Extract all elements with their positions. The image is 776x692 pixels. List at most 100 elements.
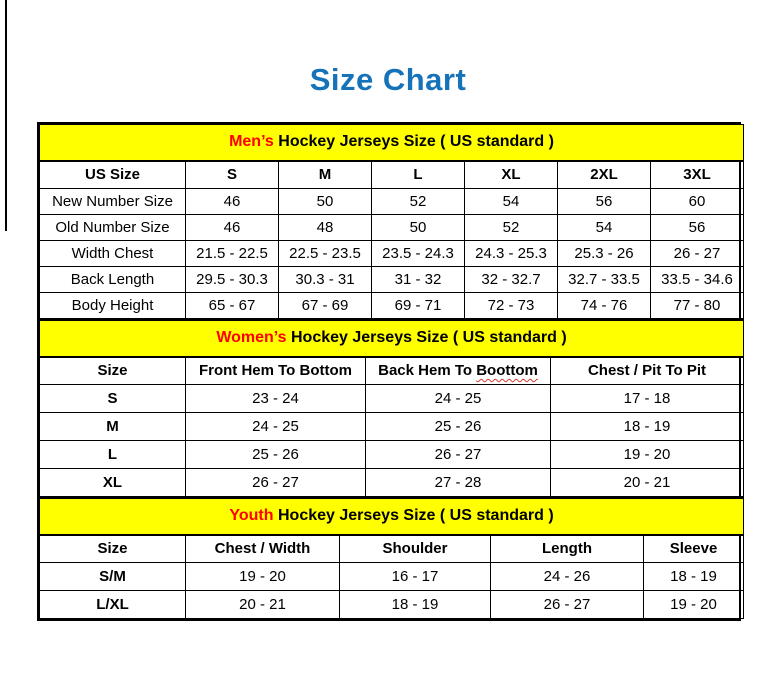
column-header: S <box>185 160 279 189</box>
womens-banner-row: Women’s Hockey Jerseys Size ( US standar… <box>39 319 744 358</box>
mens-banner-text: Hockey Jerseys Size ( US standard ) <box>278 133 554 151</box>
table-cell: 26 - 27 <box>365 440 551 469</box>
table-cell: 77 - 80 <box>649 292 745 319</box>
table-cell: 18 - 19 <box>550 412 744 441</box>
row-label: XL <box>39 468 186 497</box>
womens-header-row: Size Front Hem To Bottom Back Hem To Boo… <box>39 356 744 385</box>
table-row: L 25 - 26 26 - 27 19 - 20 <box>39 440 744 469</box>
table-cell: 25 - 26 <box>185 440 366 469</box>
youth-banner-highlight: Youth <box>229 507 274 525</box>
column-header: Back Hem To Boottom <box>365 356 551 385</box>
womens-size-table: Women’s Hockey Jerseys Size ( US standar… <box>39 319 744 497</box>
table-cell: 52 <box>371 188 465 215</box>
youth-header-row: Size Chest / Width Shoulder Length Sleev… <box>39 534 745 563</box>
column-header-text: Back Hem To <box>378 362 473 380</box>
column-header: Size <box>39 534 186 563</box>
left-crop-artifact-line <box>5 0 7 231</box>
table-cell: 24 - 26 <box>490 562 644 591</box>
mens-size-table: Men’s Hockey Jerseys Size ( US standard … <box>38 124 745 319</box>
table-row: M 24 - 25 25 - 26 18 - 19 <box>39 412 744 441</box>
table-cell: 31 - 32 <box>371 266 465 293</box>
table-row: Width Chest 21.5 - 22.5 22.5 - 23.5 23.5… <box>39 240 745 267</box>
table-cell: 65 - 67 <box>185 292 279 319</box>
womens-banner-text: Hockey Jerseys Size ( US standard ) <box>291 329 567 347</box>
table-cell: 50 <box>371 214 465 241</box>
table-cell: 26 - 27 <box>185 468 366 497</box>
row-label: S <box>39 384 186 413</box>
table-cell: 24 - 25 <box>185 412 366 441</box>
table-cell: 52 <box>464 214 558 241</box>
mens-banner: Men’s Hockey Jerseys Size ( US standard … <box>38 124 745 162</box>
table-cell: 19 - 20 <box>185 562 340 591</box>
mens-banner-row: Men’s Hockey Jerseys Size ( US standard … <box>38 124 745 162</box>
column-header: 2XL <box>557 160 651 189</box>
table-cell: 20 - 21 <box>550 468 744 497</box>
column-header: M <box>278 160 372 189</box>
table-cell: 46 <box>185 214 279 241</box>
table-cell: 32.7 - 33.5 <box>557 266 651 293</box>
row-label: L <box>39 440 186 469</box>
column-header: Front Hem To Bottom <box>185 356 366 385</box>
column-header: US Size <box>39 160 186 189</box>
table-cell: 69 - 71 <box>371 292 465 319</box>
table-cell: 19 - 20 <box>550 440 744 469</box>
table-row: S/M 19 - 20 16 - 17 24 - 26 18 - 19 <box>39 562 745 591</box>
row-label: M <box>39 412 186 441</box>
table-cell: 18 - 19 <box>642 562 745 591</box>
table-cell: 27 - 28 <box>365 468 551 497</box>
table-cell: 18 - 19 <box>339 590 491 619</box>
womens-banner: Women’s Hockey Jerseys Size ( US standar… <box>39 319 744 358</box>
column-header: 3XL <box>649 160 745 189</box>
table-cell: 74 - 76 <box>557 292 651 319</box>
table-cell: 30.3 - 31 <box>278 266 372 293</box>
table-row: New Number Size 46 50 52 54 56 60 <box>39 188 745 215</box>
womens-banner-highlight: Women’s <box>216 329 287 347</box>
table-cell: 32 - 32.7 <box>464 266 558 293</box>
table-cell: 19 - 20 <box>642 590 745 619</box>
table-cell: 29.5 - 30.3 <box>185 266 279 293</box>
table-cell: 24 - 25 <box>365 384 551 413</box>
table-cell: 46 <box>185 188 279 215</box>
table-cell: 22.5 - 23.5 <box>278 240 372 267</box>
column-header: Sleeve <box>642 534 745 563</box>
youth-banner-text: Hockey Jerseys Size ( US standard ) <box>277 507 554 525</box>
table-row: Back Length 29.5 - 30.3 30.3 - 31 31 - 3… <box>39 266 745 293</box>
table-cell: 23 - 24 <box>185 384 366 413</box>
mens-header-row: US Size S M L XL 2XL 3XL <box>39 160 745 189</box>
page-title: Size Chart <box>309 62 467 97</box>
table-row: S 23 - 24 24 - 25 17 - 18 <box>39 384 744 413</box>
misspelled-word: Boottom <box>476 362 538 380</box>
table-row: Old Number Size 46 48 50 52 54 56 <box>39 214 745 241</box>
table-row: L/XL 20 - 21 18 - 19 26 - 27 19 - 20 <box>39 590 745 619</box>
table-cell: 54 <box>557 214 651 241</box>
column-header: Chest / Pit To Pit <box>550 356 744 385</box>
table-cell: 56 <box>649 214 745 241</box>
size-chart-tables: Men’s Hockey Jerseys Size ( US standard … <box>37 122 745 621</box>
table-cell: 23.5 - 24.3 <box>371 240 465 267</box>
table-cell: 25 - 26 <box>365 412 551 441</box>
table-row: XL 26 - 27 27 - 28 20 - 21 <box>39 468 744 497</box>
row-label: Width Chest <box>39 240 186 267</box>
table-cell: 16 - 17 <box>339 562 491 591</box>
row-label: L/XL <box>39 590 186 619</box>
column-header: XL <box>464 160 558 189</box>
table-cell: 56 <box>557 188 651 215</box>
row-label: Body Height <box>39 292 186 319</box>
youth-banner-row: Youth Hockey Jerseys Size ( US standard … <box>38 497 745 536</box>
row-label: Back Length <box>39 266 186 293</box>
table-cell: 67 - 69 <box>278 292 372 319</box>
column-header: L <box>371 160 465 189</box>
table-row: Body Height 65 - 67 67 - 69 69 - 71 72 -… <box>39 292 745 319</box>
table-cell: 48 <box>278 214 372 241</box>
row-label: S/M <box>39 562 186 591</box>
table-cell: 72 - 73 <box>464 292 558 319</box>
table-cell: 26 - 27 <box>490 590 644 619</box>
column-header: Length <box>490 534 644 563</box>
youth-banner: Youth Hockey Jerseys Size ( US standard … <box>38 497 745 536</box>
table-cell: 60 <box>649 188 745 215</box>
column-header: Shoulder <box>339 534 491 563</box>
mens-banner-highlight: Men’s <box>229 133 274 151</box>
row-label: Old Number Size <box>39 214 186 241</box>
table-cell: 25.3 - 26 <box>557 240 651 267</box>
